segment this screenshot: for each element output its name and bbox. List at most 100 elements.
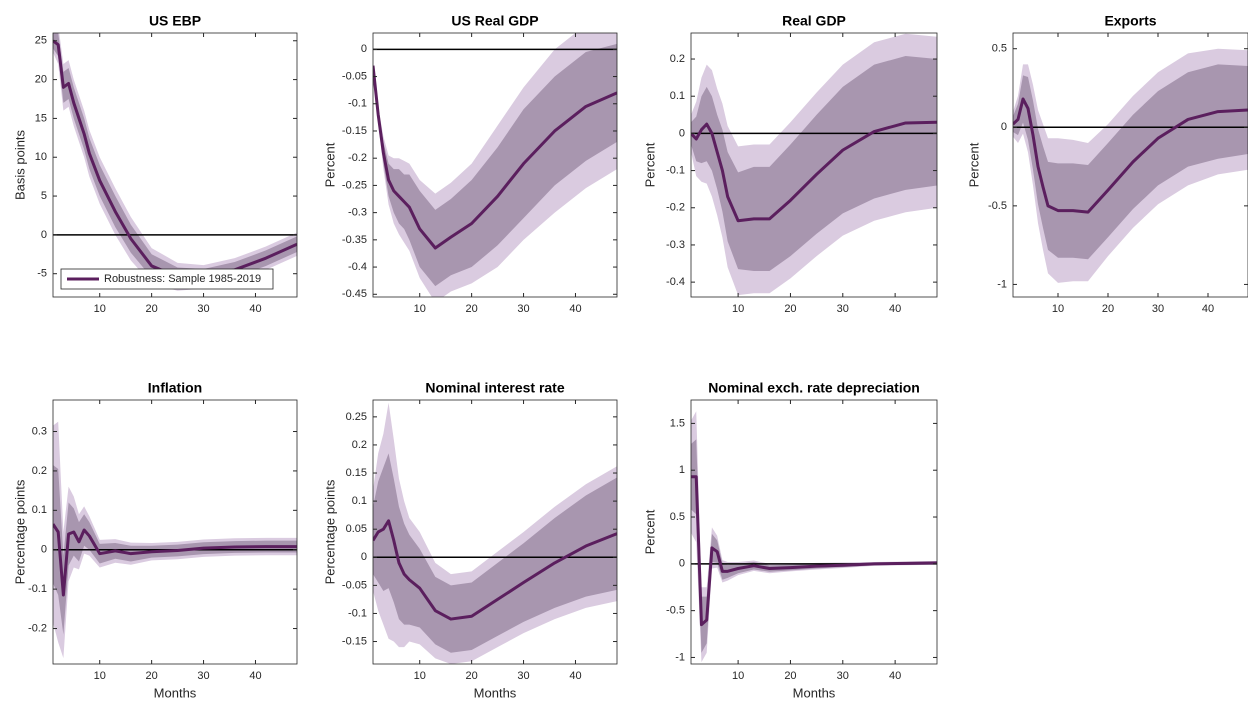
plot-area: [53, 421, 297, 659]
y-tick-label: 25: [35, 35, 47, 47]
y-tick-label: -0.15: [342, 635, 367, 647]
y-axis-label: Percent: [642, 509, 657, 554]
panel: -0.45 -0.4 -0.35 -0.3 -0.25 -0.2 -0.15 -0.1 -0.0…: [322, 13, 618, 315]
axes-box: [52, 32, 298, 298]
confidence-band: [373, 43, 617, 287]
y-tick-label: 0.1: [352, 495, 367, 507]
y-tick-label: -1: [675, 651, 685, 663]
x-tick-label: 40: [569, 670, 581, 682]
y-tick-label: 5: [41, 190, 47, 202]
y-tick-label: 1.5: [670, 417, 685, 429]
panel-title: Nominal interest rate: [425, 380, 564, 396]
y-tick-label: -0.1: [348, 98, 367, 110]
x-tick-label: 10: [1052, 303, 1064, 315]
confidence-band: [373, 453, 617, 653]
y-tick-label: 0: [679, 127, 685, 139]
x-tick-label: 30: [517, 670, 529, 682]
panel: -0.2 -0.1 0 0.1 0.2 0.3 10 20 30 40 Inflation Perce…: [12, 380, 298, 700]
y-tick-label: 20: [35, 73, 47, 85]
y-axis-label: Percent: [322, 142, 337, 187]
axes-box: [690, 32, 938, 298]
y-tick-label: 0.1: [32, 504, 47, 516]
panel: -5 0 5 10 15 20 25 10 20 30 40 US EBP Basis points Ro…: [12, 13, 298, 315]
x-axis-label: Months: [793, 685, 836, 700]
plot-area: [691, 411, 937, 663]
y-tick-label: -0.2: [348, 152, 367, 164]
y-tick-label: 0.3: [32, 425, 47, 437]
y-tick-label: 0: [679, 558, 685, 570]
irf-line: [1013, 97, 1248, 214]
y-tick-label: -1: [997, 278, 1007, 290]
y-tick-label: 0.2: [352, 439, 367, 451]
x-axis-label: Months: [474, 685, 517, 700]
axes-box: [690, 399, 938, 665]
y-tick-label: -0.5: [988, 200, 1007, 212]
plot-area: [691, 33, 937, 296]
y-tick-label: -5: [37, 268, 47, 280]
y-tick-label: 0: [1001, 121, 1007, 133]
x-tick-label: 40: [249, 303, 261, 315]
axes-box: [372, 32, 618, 298]
irf-line: [691, 475, 937, 627]
x-axis-label: Months: [154, 685, 197, 700]
y-tick-label: -0.2: [28, 622, 47, 634]
axes-box: [372, 399, 618, 665]
panel: -1 -0.5 0 0.5 1 1.5 10 20 30 40 Nominal exch. rate…: [642, 380, 938, 700]
plot-area: [373, 33, 617, 297]
y-tick-label: -0.3: [348, 207, 367, 219]
x-tick-label: 10: [732, 303, 744, 315]
confidence-band: [53, 33, 297, 287]
plot-area: [1013, 48, 1248, 283]
panel: -0.4 -0.3 -0.2 -0.1 0 0.1 0.2 10 20 30 40 Real GDP P…: [642, 13, 938, 315]
y-tick-label: -0.3: [666, 239, 685, 251]
axes-box: [1012, 32, 1248, 298]
confidence-band: [53, 421, 297, 659]
panel-title: Real GDP: [782, 13, 846, 29]
y-tick-label: -0.05: [342, 579, 367, 591]
confidence-band: [691, 56, 937, 271]
x-tick-label: 20: [784, 670, 796, 682]
irf-line: [373, 65, 617, 250]
panel: -0.15 -0.1 -0.05 0 0.05 0.1 0.15 0.2 0.25 10 20 30 4…: [322, 380, 618, 700]
panel-title: Inflation: [148, 380, 202, 396]
y-tick-label: 15: [35, 112, 47, 124]
y-axis-label: Basis points: [12, 129, 27, 200]
y-tick-label: -0.45: [342, 288, 367, 300]
x-tick-label: 30: [1152, 303, 1164, 315]
confidence-band: [691, 439, 937, 653]
y-axis-label: Percentage points: [12, 479, 27, 584]
panel-title: Nominal exch. rate depreciation: [708, 380, 920, 396]
x-tick-label: 40: [889, 670, 901, 682]
panel-title: US Real GDP: [451, 13, 538, 29]
x-tick-label: 20: [466, 303, 478, 315]
x-tick-label: 10: [414, 670, 426, 682]
legend-box: [60, 268, 274, 290]
y-tick-label: 0: [41, 229, 47, 241]
y-tick-label: 0.5: [992, 43, 1007, 55]
y-tick-label: 0.15: [346, 467, 367, 479]
y-tick-label: -0.1: [666, 164, 685, 176]
x-tick-label: 30: [837, 303, 849, 315]
x-tick-label: 40: [249, 670, 261, 682]
x-tick-label: 30: [517, 303, 529, 315]
x-tick-label: 10: [414, 303, 426, 315]
x-tick-label: 10: [94, 670, 106, 682]
x-tick-label: 20: [146, 670, 158, 682]
x-tick-label: 40: [569, 303, 581, 315]
plot-area: [53, 33, 297, 291]
y-tick-label: 1: [679, 464, 685, 476]
irf-line: [373, 519, 617, 621]
x-tick-label: 10: [94, 303, 106, 315]
y-tick-label: -0.1: [348, 607, 367, 619]
x-tick-label: 30: [197, 303, 209, 315]
y-tick-label: -0.15: [342, 125, 367, 137]
y-tick-label: -0.5: [666, 605, 685, 617]
y-tick-label: -0.4: [348, 261, 367, 273]
y-axis-label: Percent: [966, 142, 981, 187]
y-tick-label: 0: [361, 43, 367, 55]
panel-title: US EBP: [149, 13, 201, 29]
x-tick-label: 20: [146, 303, 158, 315]
y-tick-label: 0.2: [670, 53, 685, 65]
y-tick-label: 0.5: [670, 511, 685, 523]
y-axis-label: Percentage points: [322, 479, 337, 584]
